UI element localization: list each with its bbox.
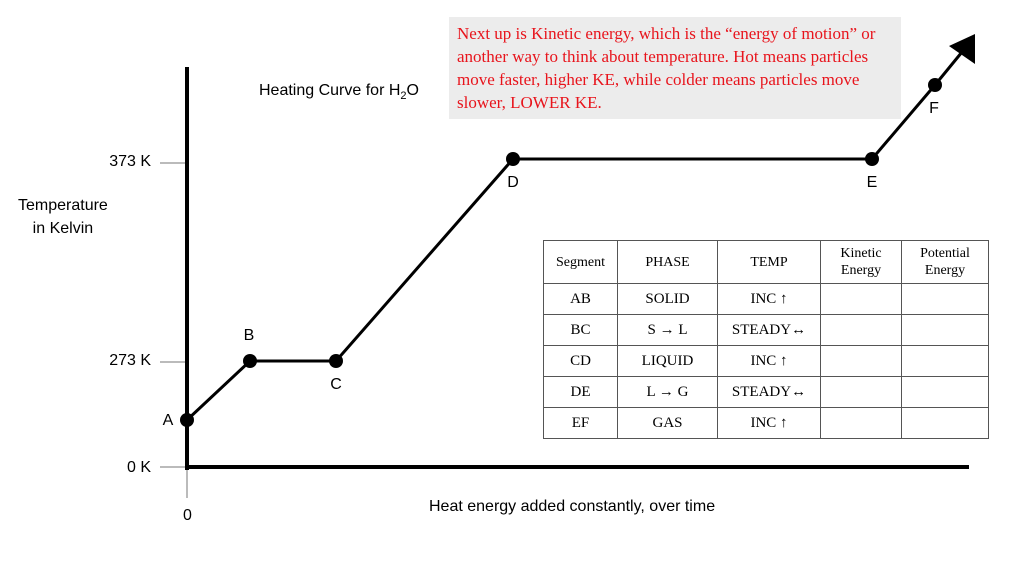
cell-segment: DE bbox=[543, 376, 618, 408]
table-row: BC S → L STEADY↔ bbox=[543, 314, 989, 346]
cell-kinetic-energy bbox=[820, 376, 902, 408]
header-temp: TEMP bbox=[717, 240, 821, 284]
cell-segment: EF bbox=[543, 407, 618, 439]
table-row: DE L → G STEADY↔ bbox=[543, 376, 989, 408]
x-axis-label: Heat energy added constantly, over time bbox=[429, 498, 716, 515]
cell-phase: GAS bbox=[617, 407, 718, 439]
tick-label-0k: 0 K bbox=[126, 459, 151, 476]
point-d-label: D bbox=[507, 174, 519, 191]
cell-kinetic-energy bbox=[820, 407, 902, 439]
cell-kinetic-energy bbox=[820, 345, 902, 377]
cell-temp: INC ↑ bbox=[717, 283, 821, 315]
chart-title: Heating Curve for H2O bbox=[259, 82, 419, 103]
point-a-label: A bbox=[162, 412, 174, 429]
cell-kinetic-energy bbox=[820, 283, 902, 315]
point-c-label: C bbox=[330, 376, 342, 393]
table-header-row: Segment PHASE TEMP Kinetic Energy Potent… bbox=[543, 240, 989, 284]
x-origin-label: 0 bbox=[183, 507, 192, 524]
cell-temp: STEADY↔ bbox=[717, 376, 821, 408]
cell-segment: CD bbox=[543, 345, 618, 377]
cell-phase: S → L bbox=[617, 314, 718, 346]
point-c-marker bbox=[329, 354, 343, 368]
phase-table: Segment PHASE TEMP Kinetic Energy Potent… bbox=[543, 240, 989, 439]
point-a-marker bbox=[180, 413, 194, 427]
cell-segment: AB bbox=[543, 283, 618, 315]
cell-kinetic-energy bbox=[820, 314, 902, 346]
table-row: CD LIQUID INC ↑ bbox=[543, 345, 989, 377]
header-potential-energy: Potential Energy bbox=[901, 240, 989, 284]
header-phase: PHASE bbox=[617, 240, 718, 284]
cell-temp: INC ↑ bbox=[717, 345, 821, 377]
point-b-label: B bbox=[243, 327, 255, 344]
header-segment: Segment bbox=[543, 240, 618, 284]
cell-temp: STEADY↔ bbox=[717, 314, 821, 346]
point-e-marker bbox=[865, 152, 879, 166]
cell-phase: LIQUID bbox=[617, 345, 718, 377]
cell-potential-energy bbox=[901, 407, 989, 439]
curve-arrowhead bbox=[949, 34, 975, 64]
point-f-label: F bbox=[929, 100, 939, 117]
cell-temp: INC ↑ bbox=[717, 407, 821, 439]
cell-potential-energy bbox=[901, 376, 989, 408]
kinetic-energy-note: Next up is Kinetic energy, which is the … bbox=[449, 17, 901, 119]
tick-label-273k: 273 K bbox=[109, 352, 151, 369]
table-row: EF GAS INC ↑ bbox=[543, 407, 989, 439]
cell-phase: SOLID bbox=[617, 283, 718, 315]
table-row: AB SOLID INC ↑ bbox=[543, 283, 989, 315]
cell-potential-energy bbox=[901, 283, 989, 315]
point-d-marker bbox=[506, 152, 520, 166]
point-f-marker bbox=[928, 78, 942, 92]
point-e-label: E bbox=[866, 174, 878, 191]
cell-segment: BC bbox=[543, 314, 618, 346]
cell-potential-energy bbox=[901, 314, 989, 346]
point-b-marker bbox=[243, 354, 257, 368]
header-kinetic-energy: Kinetic Energy bbox=[820, 240, 902, 284]
cell-phase: L → G bbox=[617, 376, 718, 408]
tick-label-373k: 373 K bbox=[109, 153, 151, 170]
cell-potential-energy bbox=[901, 345, 989, 377]
y-axis-label: Temperature in Kelvin bbox=[18, 197, 108, 237]
